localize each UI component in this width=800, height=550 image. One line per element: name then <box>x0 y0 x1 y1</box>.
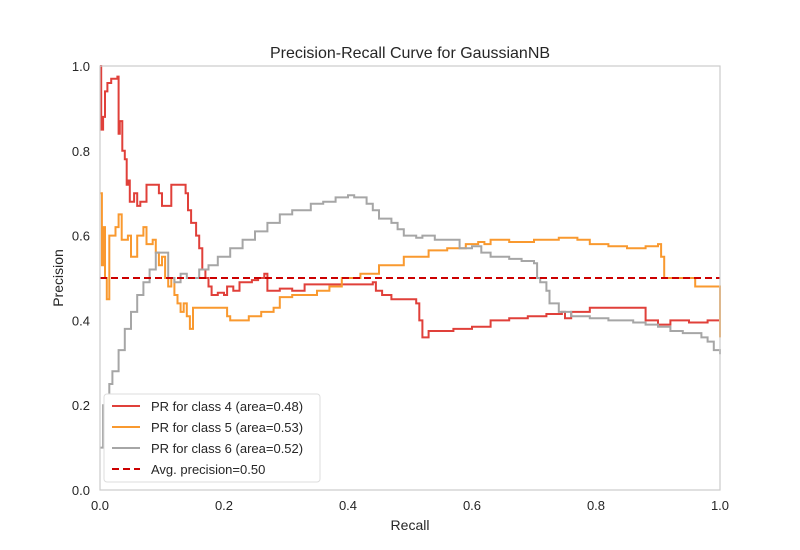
y-tick-label: 0.8 <box>72 144 90 159</box>
legend-entry: PR for class 6 (area=0.52) <box>151 441 303 456</box>
chart-title: Precision-Recall Curve for GaussianNB <box>270 45 550 62</box>
x-tick-label: 0.4 <box>339 498 357 513</box>
legend-entry: Avg. precision=0.50 <box>151 462 265 477</box>
y-tick-label: 0.6 <box>72 229 90 244</box>
pr-curve-class-5 <box>100 192 721 338</box>
x-tick-labels: 0.0 0.2 0.4 0.6 0.8 1.0 <box>91 498 729 513</box>
x-axis-label: Recall <box>391 517 430 533</box>
pr-curve-class-6 <box>100 194 721 449</box>
legend-entry: PR for class 5 (area=0.53) <box>151 420 303 435</box>
plot-frame <box>99 65 721 491</box>
legend-entry: PR for class 4 (area=0.48) <box>151 399 303 414</box>
x-tick-label: 0.8 <box>587 498 605 513</box>
x-tick-label: 0.6 <box>463 498 481 513</box>
series-layer <box>100 65 721 449</box>
y-tick-labels: 0.0 0.2 0.4 0.6 0.8 1.0 <box>72 59 90 498</box>
legend: PR for class 4 (area=0.48) PR for class 5… <box>103 393 321 483</box>
y-tick-label: 0.2 <box>72 398 90 413</box>
legend-items: PR for class 4 (area=0.48) PR for class 5… <box>112 399 303 477</box>
pr-curve-class-4 <box>100 65 721 339</box>
y-tick-label: 1.0 <box>72 59 90 74</box>
y-tick-label: 0.0 <box>72 483 90 498</box>
y-tick-label: 0.4 <box>72 313 90 328</box>
x-tick-label: 0.0 <box>91 498 109 513</box>
y-axis-label: Precision <box>50 249 66 307</box>
x-tick-label: 1.0 <box>711 498 729 513</box>
x-tick-label: 0.2 <box>215 498 233 513</box>
legend-box <box>103 393 321 483</box>
